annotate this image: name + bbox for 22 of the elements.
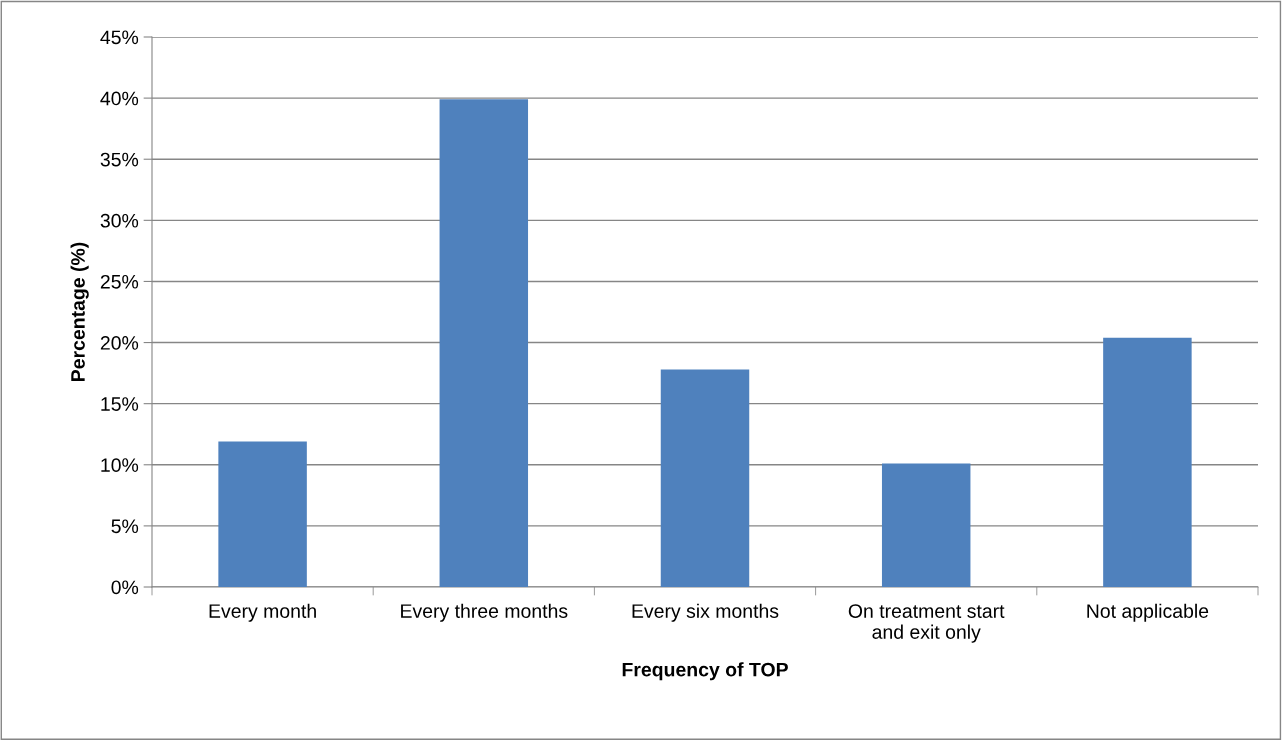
y-tick-label: 30% [100, 213, 139, 228]
y-tick-label: 15% [101, 397, 139, 411]
x-tick-label: Not applicable [1087, 603, 1209, 622]
x-axis-title: Frequency of TOP [622, 662, 788, 681]
bar [1103, 337, 1192, 587]
bar [881, 463, 971, 587]
y-tick-label: 35% [100, 152, 139, 167]
x-tick-label: Every month [209, 603, 316, 622]
x-tick-label: Every six months [632, 603, 779, 622]
y-tick-label: 20% [100, 336, 139, 350]
x-tick-label: On treatment start and exit only [848, 604, 1005, 643]
y-tick-label: 45% [100, 30, 139, 45]
bar [218, 441, 307, 587]
bar [439, 99, 529, 587]
y-tick-label: 40% [100, 91, 139, 106]
y-axis-title: Percentage (%) [70, 242, 89, 381]
x-tick-label: Every three months [401, 603, 568, 622]
y-tick-label: 5% [111, 519, 139, 534]
y-tick-label: 10% [101, 458, 139, 473]
y-tick-label: 0% [111, 580, 139, 595]
bar [660, 369, 750, 587]
y-tick-label: 25% [100, 274, 139, 289]
